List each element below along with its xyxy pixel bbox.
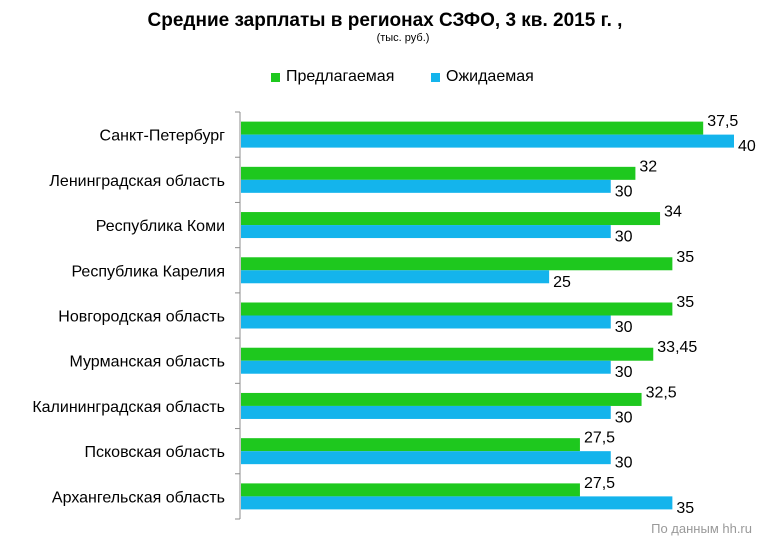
data-label-expected: 30 — [615, 183, 633, 200]
bar-offered — [241, 347, 654, 361]
bar-offered — [241, 438, 580, 452]
bar-offered — [241, 212, 661, 226]
category-label: Республика Коми — [96, 218, 225, 235]
data-label-expected: 40 — [738, 138, 756, 155]
bar-offered — [241, 392, 642, 406]
bar-offered — [241, 302, 673, 316]
legend-label-offered: Предлагаемая — [286, 68, 395, 85]
category-label: Новгородская область — [58, 309, 225, 326]
bar-expected — [241, 134, 734, 148]
data-label-offered: 27,5 — [584, 430, 615, 447]
data-label-offered: 35 — [676, 249, 694, 266]
category-label: Псковская область — [85, 444, 226, 461]
bar-offered — [241, 121, 704, 135]
category-label: Архангельская область — [52, 489, 225, 506]
data-label-expected: 30 — [615, 319, 633, 336]
data-label-expected: 30 — [615, 364, 633, 381]
category-label: Калининградская область — [32, 399, 225, 416]
bar-expected — [241, 360, 611, 374]
data-label-expected: 30 — [615, 455, 633, 472]
bar-offered — [241, 166, 636, 180]
bar-expected — [241, 270, 550, 284]
bar-expected — [241, 179, 611, 193]
bar-expected — [241, 225, 611, 239]
data-label-offered: 32,5 — [646, 384, 677, 401]
legend-swatch-expected — [431, 72, 440, 82]
bar-expected — [241, 451, 611, 465]
category-label: Республика Карелия — [71, 263, 225, 280]
bar-expected — [241, 496, 673, 510]
data-label-expected: 25 — [553, 274, 571, 291]
data-label-offered: 32 — [639, 158, 657, 175]
chart-subtitle: (тыс. руб.) — [376, 32, 430, 44]
data-label-expected: 30 — [615, 229, 633, 246]
bar-offered — [241, 483, 580, 497]
data-label-offered: 33,45 — [657, 339, 697, 356]
category-label: Санкт-Петербург — [100, 128, 226, 145]
source-note: По данным hh.ru — [651, 521, 752, 536]
category-label: Мурманская область — [69, 354, 225, 371]
data-label-offered: 27,5 — [584, 475, 615, 492]
bar-offered — [241, 257, 673, 271]
legend-item-offered: Предлагаемая — [271, 68, 394, 86]
data-label-offered: 35 — [676, 294, 694, 311]
data-label-offered: 37,5 — [707, 113, 738, 130]
chart-title: Средние зарплаты в регионах СЗФО, 3 кв. … — [147, 10, 623, 31]
data-label-offered: 34 — [664, 204, 682, 221]
data-label-expected: 30 — [615, 409, 633, 426]
legend-swatch-offered — [271, 72, 280, 82]
data-label-expected: 35 — [676, 500, 694, 517]
legend-item-expected: Ожидаемая — [431, 68, 534, 86]
category-label: Ленинградская область — [49, 173, 225, 190]
bar-expected — [241, 405, 611, 419]
bar-expected — [241, 315, 611, 329]
legend: Предлагаемая Ожидаемая — [0, 68, 770, 90]
legend-label-expected: Ожидаемая — [446, 68, 534, 85]
